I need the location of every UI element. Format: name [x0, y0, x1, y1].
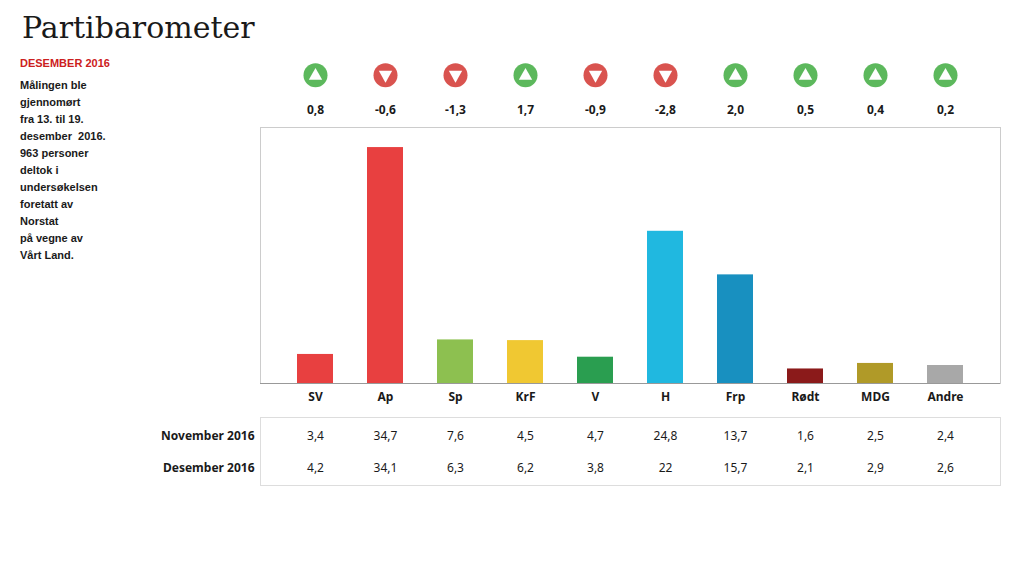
- svg-text:2,12.1: 2,12.1: [797, 459, 814, 476]
- svg-text:-0,9: -0,9: [585, 101, 606, 118]
- svg-text:KrF: KrF: [516, 388, 536, 405]
- svg-text:0,5: 0,5: [797, 101, 814, 118]
- svg-text:4,54.5: 4,54.5: [517, 427, 534, 444]
- svg-text:Desember 2016: Desember 2016: [163, 459, 255, 476]
- svg-text:V: V: [592, 388, 600, 405]
- svg-text:2,52.5: 2,52.5: [867, 427, 884, 444]
- svg-text:6,26.2: 6,26.2: [517, 459, 534, 476]
- svg-text:4,24.2: 4,24.2: [307, 459, 324, 476]
- svg-text:H: H: [661, 388, 670, 405]
- svg-text:-2,8: -2,8: [655, 101, 676, 118]
- svg-text:2,42.4: 2,42.4: [937, 427, 954, 444]
- svg-text:Andre: Andre: [928, 388, 964, 405]
- svg-text:-1,3: -1,3: [445, 101, 466, 118]
- svg-text:Frp: Frp: [726, 388, 746, 405]
- html-text:Partibarometer: Partibarometer: [22, 10, 255, 45]
- svg-text:0,8: 0,8: [307, 101, 324, 118]
- svg-text:4,74.7: 4,74.7: [587, 427, 604, 444]
- svg-text:1,61.6: 1,61.6: [797, 427, 814, 444]
- svg-text:2222: 2222: [659, 459, 673, 476]
- svg-text:-0,6: -0,6: [375, 101, 396, 118]
- svg-text:2,62.6: 2,62.6: [937, 459, 954, 476]
- svg-text:SV: SV: [308, 388, 323, 405]
- svg-text:1,7: 1,7: [517, 101, 534, 118]
- svg-text:13,713.7: 13,713.7: [724, 427, 748, 444]
- svg-text:15,715.7: 15,715.7: [724, 459, 748, 476]
- svg-text:6,36.3: 6,36.3: [447, 459, 464, 476]
- svg-text:MDG: MDG: [861, 388, 890, 405]
- svg-text:Sp: Sp: [448, 388, 463, 405]
- svg-text:2,0: 2,0: [727, 101, 744, 118]
- svg-text:Ap: Ap: [378, 388, 394, 405]
- svg-text:0,4: 0,4: [867, 101, 884, 118]
- html-text:Målingen ble gjennomørt fra 13: Målingen ble gjennomørt fra 13. til 19. …: [20, 79, 106, 262]
- svg-text:0,2: 0,2: [937, 101, 954, 118]
- svg-text:3,43.4: 3,43.4: [307, 427, 324, 444]
- svg-text:November 2016: November 2016: [161, 427, 255, 444]
- svg-text:2,92.9: 2,92.9: [867, 459, 884, 476]
- svg-text:24,824.8: 24,824.8: [654, 427, 678, 444]
- svg-text:34,134.1: 34,134.1: [374, 459, 398, 476]
- svg-text:34,734.7: 34,734.7: [374, 427, 398, 444]
- svg-text:Rødt: Rødt: [791, 388, 819, 405]
- svg-text:7,67.6: 7,67.6: [447, 427, 464, 444]
- svg-text:3,83.8: 3,83.8: [587, 459, 604, 476]
- html-text:DESEMBER 2016: DESEMBER 2016: [20, 57, 110, 69]
